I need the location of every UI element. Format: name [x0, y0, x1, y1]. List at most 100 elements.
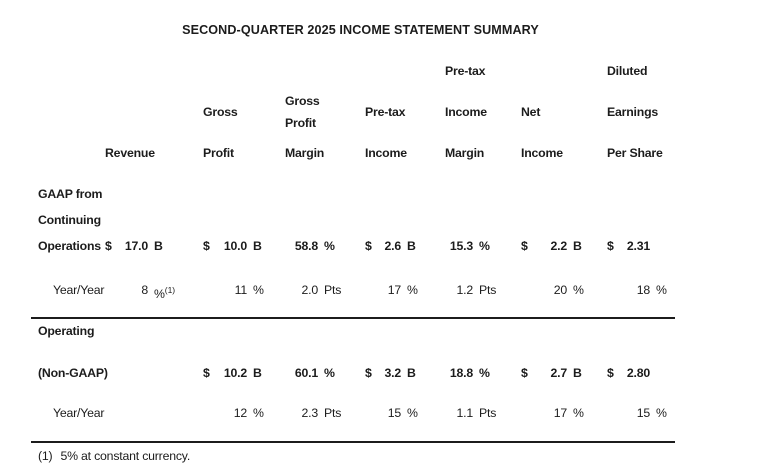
- value-unit: %: [324, 366, 335, 380]
- currency-symbol: $: [105, 239, 112, 253]
- row-label: (Non-GAAP): [38, 366, 108, 380]
- cell-nongaap-yoy-pretax-income: 15%: [361, 406, 441, 420]
- row-label: Operations: [38, 239, 101, 253]
- footnote: (1) 5% at constant currency.: [38, 449, 190, 463]
- nongaap-label-line-1: Operating: [30, 324, 101, 338]
- currency-symbol: [203, 283, 217, 301]
- cell-nongaap-pretax-income: $3.2 B: [361, 366, 441, 380]
- value-number: 17.0: [124, 239, 148, 253]
- value-unit: %: [407, 283, 418, 297]
- cell-gaap-pretax-income: $2.6 B: [361, 239, 441, 253]
- value-unit: %: [253, 406, 264, 420]
- cell-nongaap-gross-profit-margin: 60.1%: [281, 366, 361, 380]
- value-number: 2.7: [550, 366, 568, 380]
- cell-gaap-pretax-income-margin: 15.3%: [441, 239, 517, 253]
- currency-symbol: [607, 283, 621, 301]
- value-unit: B: [573, 239, 582, 253]
- value-unit: B: [253, 239, 262, 253]
- currency-symbol: [607, 406, 621, 420]
- value-number: 10.2: [223, 366, 247, 380]
- value-unit: Pts: [324, 406, 342, 420]
- header-row-2: Gross Gross Profit Pre-tax Income Net Ea…: [30, 94, 691, 149]
- cell-nongaap-yoy-gross-profit-margin: 2.3 Pts: [281, 406, 361, 420]
- spacer: [281, 64, 361, 78]
- value-unit: Pts: [479, 283, 497, 297]
- value-number: 18: [636, 283, 650, 297]
- value-unit: [148, 406, 154, 420]
- cell-gaap-yoy-gross-profit: 11%: [199, 283, 281, 301]
- value-unit: Pts: [479, 406, 497, 420]
- value-unit: %: [253, 283, 264, 297]
- value-unit: %: [656, 406, 667, 420]
- value-unit: B: [154, 239, 163, 253]
- cell-nongaap-diluted-eps: $2.80: [603, 366, 691, 380]
- cell-gaap-net-income: $2.2 B: [517, 239, 603, 253]
- spacer: [30, 105, 101, 149]
- col-header-revenue: Revenue: [105, 146, 155, 160]
- col-header-diluted-eps: Diluted: [607, 64, 648, 78]
- value-number: 8: [141, 283, 148, 297]
- currency-symbol: [521, 406, 535, 420]
- col-header-pretax-income-margin: Pre-tax: [445, 64, 486, 78]
- cell-gaap-gross-profit: $10.0 B: [199, 239, 281, 253]
- nongaap-yoy-row: Year/Year 12% 2.3 Pts 15% 1.1 Pts 17% 15%: [30, 406, 691, 420]
- value-unit: Pts: [324, 283, 342, 297]
- value-number: 1.2: [456, 283, 474, 297]
- value-unit: B: [253, 366, 262, 380]
- cell-gaap-yoy-gross-profit-margin: 2.0 Pts: [281, 283, 361, 301]
- currency-symbol: $: [607, 366, 614, 380]
- currency-symbol: [203, 406, 217, 420]
- page-title: SECOND-QUARTER 2025 INCOME STATEMENT SUM…: [182, 23, 539, 37]
- col-header-gross-profit: Gross: [203, 105, 238, 119]
- col-header-pretax-income: Income: [365, 146, 407, 160]
- value-unit: B: [407, 366, 416, 380]
- cell-gaap-diluted-eps: $2.31: [603, 239, 691, 253]
- col-header-net-income: Net: [521, 105, 541, 119]
- value-number: 2.6: [384, 239, 402, 253]
- currency-symbol: $: [521, 239, 528, 253]
- currency-symbol: $: [521, 366, 528, 380]
- col-header-pretax-income: Pre-tax: [365, 105, 406, 119]
- table-bottom-rule: [31, 441, 675, 443]
- cell-nongaap-yoy-net-income: 17%: [517, 406, 603, 420]
- cell-nongaap-yoy-diluted-eps: 15%: [603, 406, 691, 420]
- currency-symbol: [105, 406, 119, 420]
- cell-gaap-gross-profit-margin: 58.8%: [281, 239, 361, 253]
- value-number: 12: [233, 406, 247, 420]
- spacer: [30, 64, 101, 78]
- row-label: Year/Year: [53, 406, 105, 420]
- header-row-3: Revenue Profit Margin Income Margin Inco…: [30, 146, 691, 160]
- cell-nongaap-net-income: $2.7 B: [517, 366, 603, 380]
- col-header-diluted-eps: Earnings: [607, 105, 659, 119]
- currency-symbol: [365, 283, 379, 301]
- unit-text: %: [154, 287, 165, 302]
- footnote-marker: (1): [38, 449, 53, 463]
- section-divider: [31, 317, 675, 319]
- value-number: 2.31: [626, 239, 650, 253]
- value-number: 18.8: [449, 366, 473, 380]
- value-number: 1.1: [456, 406, 474, 420]
- value-number: 60.1: [294, 366, 318, 380]
- col-header-gross-profit: Profit: [203, 146, 234, 160]
- value-number: 15: [387, 406, 401, 420]
- nongaap-values-row: (Non-GAAP) $10.2 B 60.1% $3.2 B 18.8% $2.7…: [30, 366, 691, 380]
- row-label: Year/Year: [53, 283, 105, 297]
- spacer: [199, 64, 281, 78]
- row-label: Continuing: [38, 213, 101, 227]
- header-row-1: Pre-tax Diluted: [30, 64, 691, 78]
- value-number: 2.0: [301, 283, 319, 297]
- spacer: [30, 146, 101, 160]
- cell-nongaap-pretax-income-margin: 18.8%: [441, 366, 517, 380]
- currency-symbol: [365, 406, 379, 420]
- value-number: 15.3: [449, 239, 473, 253]
- cell-gaap-yoy-pretax-income: 17%: [361, 283, 441, 301]
- footnote-text: 5% at constant currency.: [60, 449, 191, 463]
- value-unit: B: [407, 239, 416, 253]
- col-header-gross-profit-margin: Margin: [285, 146, 325, 160]
- spacer: [101, 64, 199, 78]
- header-line: Gross: [285, 94, 320, 108]
- cell-gaap-yoy-net-income: 20%: [517, 283, 603, 301]
- value-unit: %: [479, 239, 490, 253]
- value-number: 11: [234, 283, 248, 297]
- currency-symbol: $: [365, 239, 372, 253]
